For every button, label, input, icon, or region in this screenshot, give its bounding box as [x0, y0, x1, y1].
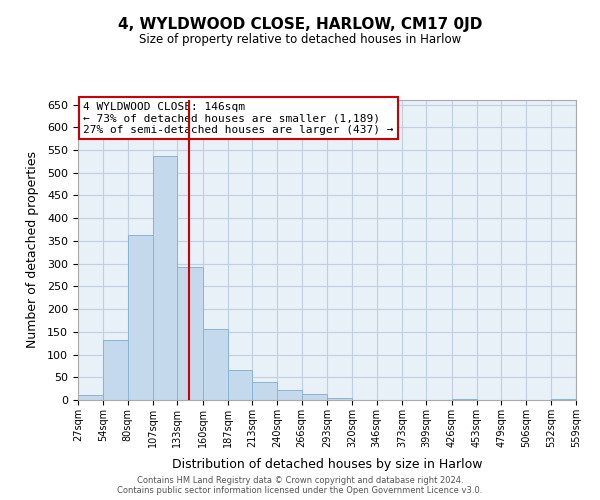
Bar [252, 382, 277, 400]
Text: 4 WYLDWOOD CLOSE: 146sqm
← 73% of detached houses are smaller (1,189)
27% of sem: 4 WYLDWOOD CLOSE: 146sqm ← 73% of detach… [83, 102, 394, 134]
Bar [103, 340, 128, 400]
Text: Contains public sector information licensed under the Open Government Licence v3: Contains public sector information licen… [118, 486, 482, 495]
Bar [153, 156, 177, 400]
Bar [327, 398, 352, 400]
Text: Size of property relative to detached houses in Harlow: Size of property relative to detached ho… [139, 32, 461, 46]
Text: 4, WYLDWOOD CLOSE, HARLOW, CM17 0JD: 4, WYLDWOOD CLOSE, HARLOW, CM17 0JD [118, 18, 482, 32]
Bar [277, 390, 302, 400]
Bar [128, 236, 153, 400]
Y-axis label: Number of detached properties: Number of detached properties [26, 152, 39, 348]
X-axis label: Distribution of detached houses by size in Harlow: Distribution of detached houses by size … [172, 458, 482, 471]
Bar [177, 267, 203, 400]
Bar [78, 396, 103, 400]
Bar [452, 399, 477, 400]
Bar [203, 328, 228, 400]
Bar [228, 370, 252, 400]
Text: Contains HM Land Registry data © Crown copyright and database right 2024.: Contains HM Land Registry data © Crown c… [137, 476, 463, 485]
Bar [551, 399, 576, 400]
Bar [302, 394, 327, 400]
